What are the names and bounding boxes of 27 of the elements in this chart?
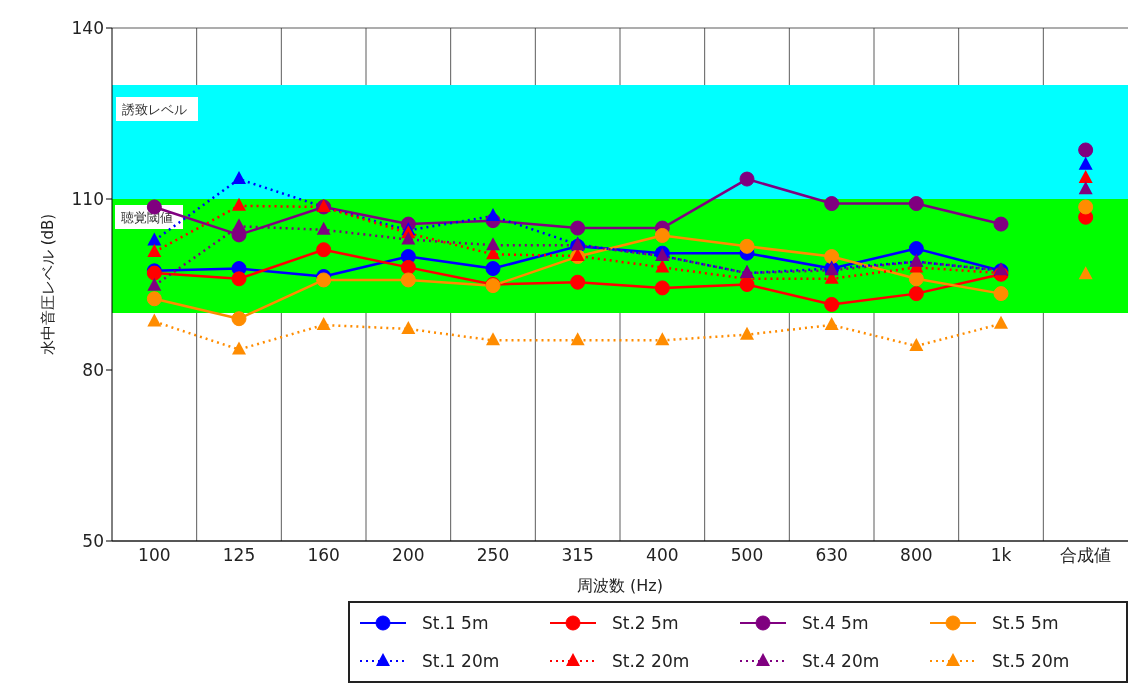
band-label: 誘致レベル: [122, 102, 187, 117]
x-tick-label: 250: [476, 545, 510, 566]
x-tick-label: 800: [900, 545, 933, 566]
legend-label: St.5 5m: [992, 613, 1059, 633]
y-tick-label: 80: [82, 360, 104, 381]
x-tick-label: 合成値: [1060, 545, 1112, 566]
y-tick-label: 110: [71, 189, 104, 210]
x-tick-label: 1k: [990, 545, 1012, 566]
x-tick-label: 315: [561, 545, 594, 566]
legend-label: St.1 5m: [422, 613, 489, 633]
x-axis-title: 周波数 (Hz): [577, 576, 663, 595]
x-tick-label: 160: [307, 545, 340, 566]
y-axis-title: 水中音圧レベル (dB): [39, 213, 58, 356]
legend-label: St.5 20m: [992, 651, 1070, 671]
y-tick-label: 140: [71, 18, 104, 39]
legend-label: St.1 20m: [422, 651, 500, 671]
x-tick-label: 400: [646, 545, 679, 566]
x-tick-label: 125: [222, 545, 256, 566]
x-tick-label: 630: [815, 545, 848, 566]
legend-label: St.4 20m: [802, 651, 880, 671]
legend-label: St.2 20m: [612, 651, 690, 671]
x-tick-label: 100: [138, 545, 171, 566]
y-tick-label: 50: [82, 531, 104, 552]
x-tick-label: 200: [392, 545, 425, 566]
legend-label: St.2 5m: [612, 613, 679, 633]
x-tick-label: 500: [730, 545, 764, 566]
legend-label: St.4 5m: [802, 613, 869, 633]
